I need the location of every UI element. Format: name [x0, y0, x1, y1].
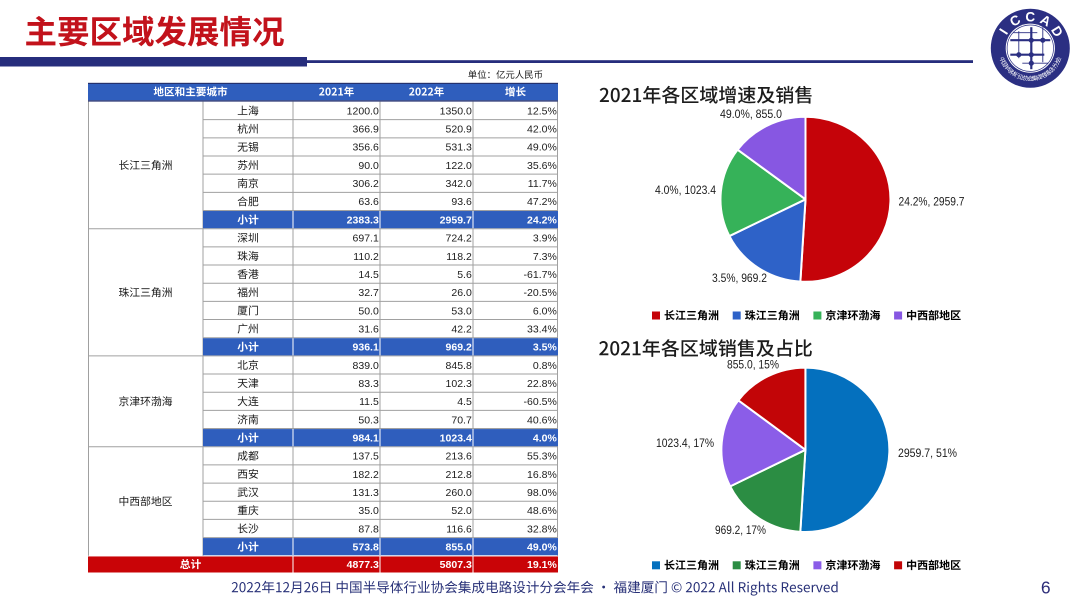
svg-text:131.3: 131.3 [353, 487, 379, 499]
svg-text:3.5%, 969.2: 3.5%, 969.2 [712, 271, 767, 285]
svg-text:110.2: 110.2 [353, 251, 379, 263]
svg-text:52.0: 52.0 [451, 505, 472, 517]
svg-text:11.7%: 11.7% [528, 178, 557, 190]
svg-text:1350.0: 1350.0 [440, 105, 472, 117]
svg-text:26.0: 26.0 [451, 287, 472, 299]
svg-text:1023.4: 1023.4 [440, 432, 472, 444]
svg-text:855.0, 15%: 855.0, 15% [727, 358, 779, 372]
svg-text:42.2: 42.2 [451, 323, 472, 335]
svg-text:50.3: 50.3 [358, 414, 379, 426]
svg-text:845.8: 845.8 [446, 360, 472, 372]
svg-text:3.9%: 3.9% [533, 233, 557, 245]
svg-text:40.6%: 40.6% [527, 414, 557, 426]
svg-text:93.6: 93.6 [451, 196, 472, 208]
svg-text:855.0: 855.0 [446, 541, 472, 553]
svg-text:118.2: 118.2 [446, 251, 472, 263]
svg-text:87.8: 87.8 [358, 523, 379, 535]
svg-text:48.6%: 48.6% [527, 505, 557, 517]
svg-text:4877.3: 4877.3 [347, 559, 379, 571]
svg-text:16.8%: 16.8% [527, 469, 557, 481]
svg-text:90.0: 90.0 [358, 160, 379, 172]
svg-text:116.6: 116.6 [446, 523, 472, 535]
svg-text:213.6: 213.6 [446, 451, 472, 463]
svg-text:4.0%: 4.0% [533, 432, 558, 444]
svg-text:969.2: 969.2 [446, 342, 472, 354]
svg-text:6: 6 [1041, 578, 1051, 598]
svg-text:19.1%: 19.1% [527, 559, 557, 571]
svg-text:573.8: 573.8 [353, 541, 379, 553]
svg-text:49.0%: 49.0% [527, 142, 557, 154]
svg-text:306.2: 306.2 [353, 178, 379, 190]
svg-text:32.7: 32.7 [358, 287, 379, 299]
svg-text:I: I [996, 26, 1011, 37]
svg-text:11.5: 11.5 [359, 396, 379, 408]
svg-text:49.0%, 855.0: 49.0%, 855.0 [720, 107, 782, 121]
svg-text:14.5: 14.5 [358, 269, 379, 281]
svg-text:-61.7%: -61.7% [524, 269, 557, 281]
svg-text:342.0: 342.0 [446, 178, 472, 190]
svg-text:2383.3: 2383.3 [347, 214, 379, 226]
svg-text:531.3: 531.3 [446, 142, 472, 154]
svg-text:102.3: 102.3 [446, 378, 472, 390]
svg-text:969.2, 17%: 969.2, 17% [715, 523, 766, 537]
svg-text:1023.4, 17%: 1023.4, 17% [656, 436, 714, 450]
svg-text:212.8: 212.8 [446, 469, 472, 481]
svg-text:35.6%: 35.6% [527, 160, 557, 172]
svg-text:122.0: 122.0 [446, 160, 472, 172]
svg-text:5.6: 5.6 [457, 269, 472, 281]
svg-text:724.2: 724.2 [446, 233, 472, 245]
svg-text:70.7: 70.7 [451, 414, 472, 426]
svg-text:3.5%: 3.5% [533, 342, 558, 354]
svg-text:936.1: 936.1 [353, 342, 379, 354]
svg-text:1200.0: 1200.0 [347, 105, 379, 117]
svg-text:839.0: 839.0 [353, 360, 379, 372]
svg-text:-20.5%: -20.5% [524, 287, 557, 299]
svg-text:42.0%: 42.0% [527, 124, 557, 136]
svg-text:-60.5%: -60.5% [524, 396, 557, 408]
svg-text:7.3%: 7.3% [533, 251, 557, 263]
svg-text:4.0%, 1023.4: 4.0%, 1023.4 [655, 183, 716, 197]
svg-text:24.2%: 24.2% [527, 214, 557, 226]
svg-text:33.4%: 33.4% [527, 323, 557, 335]
svg-text:47.2%: 47.2% [527, 196, 557, 208]
svg-text:12.5%: 12.5% [527, 105, 557, 117]
svg-text:697.1: 697.1 [353, 233, 379, 245]
svg-text:0.8%: 0.8% [533, 360, 557, 372]
svg-text:4.5: 4.5 [457, 396, 472, 408]
svg-text:22.8%: 22.8% [527, 378, 557, 390]
svg-text:98.0%: 98.0% [527, 487, 557, 499]
svg-text:63.6: 63.6 [358, 196, 379, 208]
svg-text:55.3%: 55.3% [527, 451, 557, 463]
svg-text:260.0: 260.0 [446, 487, 472, 499]
svg-text:984.1: 984.1 [353, 432, 379, 444]
svg-text:520.9: 520.9 [446, 124, 472, 136]
svg-text:5807.3: 5807.3 [440, 559, 472, 571]
svg-text:53.0: 53.0 [451, 305, 472, 317]
svg-text:137.5: 137.5 [353, 451, 379, 463]
svg-text:24.2%, 2959.7: 24.2%, 2959.7 [899, 195, 965, 209]
svg-text:50.0: 50.0 [358, 305, 379, 317]
svg-text:356.6: 356.6 [353, 142, 379, 154]
svg-text:32.8%: 32.8% [527, 523, 557, 535]
svg-text:2959.7, 51%: 2959.7, 51% [898, 446, 957, 460]
svg-text:366.9: 366.9 [353, 124, 379, 136]
svg-text:182.2: 182.2 [353, 469, 379, 481]
svg-text:83.3: 83.3 [358, 378, 379, 390]
svg-text:C: C [1025, 9, 1035, 24]
svg-text:49.0%: 49.0% [527, 541, 557, 553]
svg-text:6.0%: 6.0% [533, 305, 557, 317]
svg-text:2959.7: 2959.7 [440, 214, 472, 226]
svg-text:35.0: 35.0 [358, 505, 379, 517]
svg-text:31.6: 31.6 [358, 323, 379, 335]
